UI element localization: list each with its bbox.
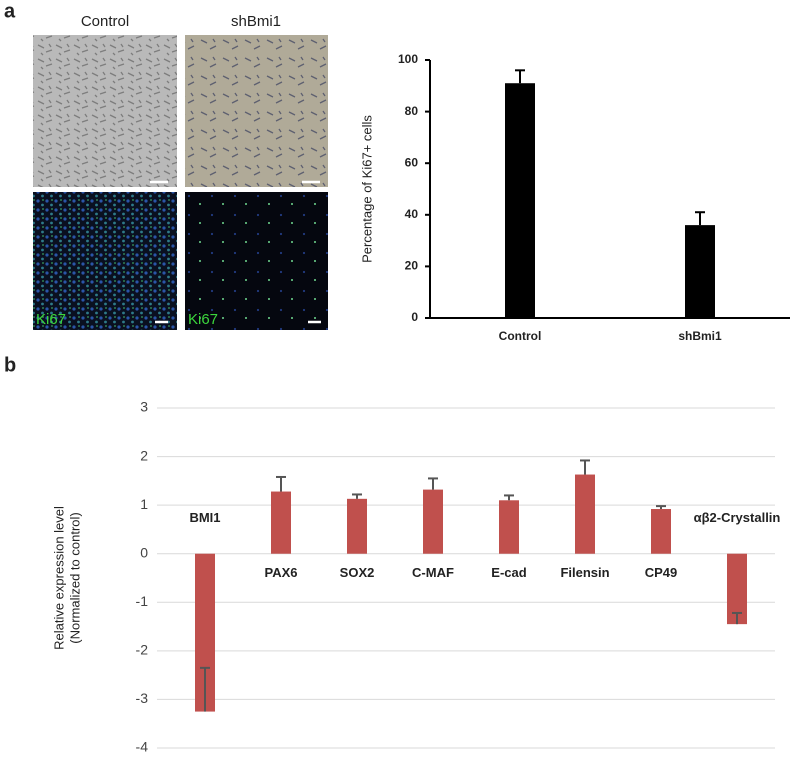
micrograph [33,35,177,187]
bar [195,553,215,712]
y-tick-label: 0 [411,310,418,324]
bar [685,225,715,318]
x-tick-label: SOX2 [340,565,375,580]
y-tick-label: 2 [140,447,148,463]
y-tick-label: 1 [140,496,148,512]
micrograph [185,35,328,187]
panel-label: a [4,0,16,22]
bar [505,83,535,318]
y-axis-label: Percentage of Ki67+ cells [359,115,374,263]
y-tick-label: -3 [136,690,149,706]
x-tick-label: αβ2-Crystallin [694,510,781,525]
y-tick-label: 40 [405,207,419,221]
bar [423,489,443,554]
micrograph [33,192,177,330]
bar [499,500,519,554]
y-tick-label: 3 [140,399,148,415]
bar [575,474,595,554]
bar [347,498,367,554]
y-axis-label: Relative expression level [51,506,66,650]
x-tick-label: CP49 [645,565,678,580]
image-column-label: Control [81,13,129,30]
x-tick-label: PAX6 [265,565,298,580]
y-tick-label: 20 [405,259,419,273]
y-tick-label: 0 [140,544,148,560]
stain-label: Ki67 [188,311,218,328]
y-tick-label: -4 [136,739,149,755]
image-column-label: shBmi1 [231,13,281,30]
x-tick-label: BMI1 [189,510,220,525]
y-tick-label: 100 [398,52,418,66]
bar [271,491,291,554]
x-tick-label: C-MAF [412,565,454,580]
x-tick-label: Filensin [560,565,609,580]
stain-label: Ki67 [36,311,66,328]
panel-label: b [4,354,16,376]
micrograph [185,192,328,330]
bar [651,509,671,554]
y-axis-label: (Normalized to control) [67,512,82,644]
y-tick-label: 60 [405,155,419,169]
bar [727,553,747,625]
x-tick-label: E-cad [491,565,526,580]
x-tick-label: Control [499,329,542,343]
y-tick-label: 80 [405,104,419,118]
y-tick-label: -1 [136,593,149,609]
y-tick-label: -2 [136,642,149,658]
x-tick-label: shBmi1 [678,329,722,343]
